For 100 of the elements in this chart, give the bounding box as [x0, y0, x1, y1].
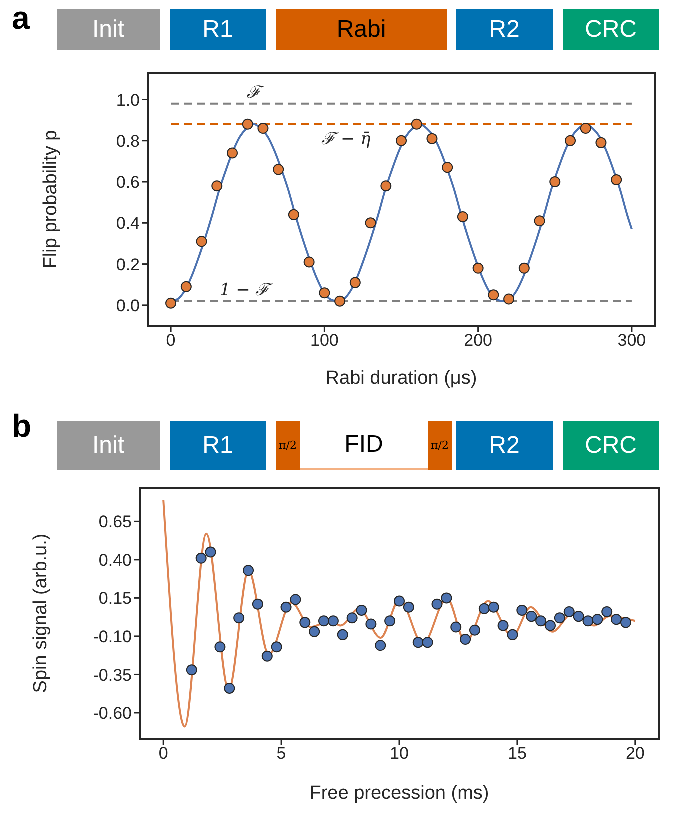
point: [426, 133, 438, 144]
point: [582, 616, 594, 627]
point: [442, 162, 454, 174]
point: [258, 123, 269, 134]
point: [478, 603, 490, 614]
y-tick-label: 0.8: [116, 132, 140, 151]
point: [356, 604, 368, 616]
point: [309, 626, 320, 638]
y-axis-title: Flip probability p: [40, 130, 62, 269]
point: [460, 634, 472, 646]
point: [580, 123, 592, 134]
point: [526, 611, 538, 622]
x-tick-label: 200: [464, 331, 493, 350]
x-tick-label: 5: [276, 744, 286, 764]
y-tick-label: 0.6: [116, 173, 140, 192]
point: [565, 135, 576, 146]
point: [214, 642, 226, 653]
y-tick-label: -0.35: [93, 666, 132, 685]
point: [536, 616, 547, 627]
ref-line-label: 1 − ℱ: [220, 280, 274, 300]
point: [441, 592, 452, 604]
y-tick-label: 0.2: [116, 255, 140, 274]
point: [280, 602, 292, 613]
point: [380, 180, 392, 192]
point: [227, 148, 238, 159]
point: [394, 596, 405, 607]
point: [196, 236, 208, 248]
x-tick-label: 0: [158, 744, 168, 764]
point: [516, 604, 528, 616]
x-tick-label: 20: [626, 744, 645, 764]
sequence-block: R2: [456, 9, 553, 50]
y-tick-label: 0.65: [98, 512, 132, 532]
text: a: [12, 0, 30, 37]
x-tick-label: 300: [618, 331, 646, 350]
point: [290, 594, 302, 606]
point: [196, 552, 207, 564]
point: [457, 211, 468, 222]
point: [592, 614, 604, 626]
y-tick-label: 0.0: [116, 296, 140, 316]
point: [554, 612, 566, 624]
point: [611, 174, 622, 186]
point: [432, 598, 443, 610]
point: [262, 650, 273, 662]
point: [573, 611, 584, 622]
point: [346, 612, 358, 624]
point: [337, 629, 348, 640]
point: [366, 618, 377, 630]
sequence-block: R1: [170, 9, 266, 50]
point: [611, 614, 622, 626]
x-axis-title: Rabi duration (μs): [326, 368, 478, 389]
sequence-block: π/2: [276, 421, 300, 470]
point: [180, 281, 192, 292]
ref-line-label: ℱ: [247, 82, 266, 103]
point: [534, 216, 546, 227]
point: [242, 118, 254, 130]
sequence-block: Init: [57, 421, 160, 470]
point: [504, 294, 515, 305]
point: [319, 288, 330, 299]
y-tick-label: 0.4: [116, 214, 140, 234]
point: [403, 602, 414, 613]
x-axis-title: Free precession (ms): [310, 783, 490, 804]
ref-line-label: ℱ − η̄: [322, 129, 372, 150]
sequence-block: Rabi: [276, 9, 447, 50]
point: [469, 624, 480, 636]
point: [271, 642, 282, 653]
x-tick-label: 15: [508, 744, 527, 764]
point: [472, 262, 484, 274]
point: [243, 565, 254, 576]
point: [498, 620, 509, 632]
point: [304, 256, 315, 268]
sequence-block: R2: [456, 421, 553, 470]
sequence-block: CRC: [563, 9, 659, 50]
text: b: [12, 408, 32, 445]
sequence-block: CRC: [563, 421, 659, 470]
point: [288, 209, 300, 220]
sequence-block: R1: [170, 421, 266, 470]
x-tick-label: 10: [390, 744, 409, 764]
point: [620, 617, 632, 628]
point: [234, 612, 245, 624]
point: [318, 616, 330, 627]
point: [412, 637, 424, 648]
point: [375, 640, 386, 652]
point: [252, 598, 264, 610]
y-tick-label: 0.40: [98, 550, 132, 570]
sequence-block: Init: [57, 9, 160, 50]
point: [422, 637, 434, 648]
point: [518, 262, 530, 274]
y-axis-title: Spin signal (arb.u.): [30, 534, 52, 694]
point: [411, 118, 422, 130]
point: [273, 164, 284, 176]
point: [544, 620, 556, 632]
point: [602, 606, 613, 618]
y-tick-label: 0.15: [98, 589, 132, 608]
point: [396, 135, 407, 146]
x-tick-label: 0: [166, 331, 176, 350]
line-series: [162, 499, 636, 728]
y-tick-label: 1.0: [116, 90, 140, 110]
point: [328, 616, 339, 627]
point: [205, 546, 216, 558]
point: [488, 290, 500, 301]
